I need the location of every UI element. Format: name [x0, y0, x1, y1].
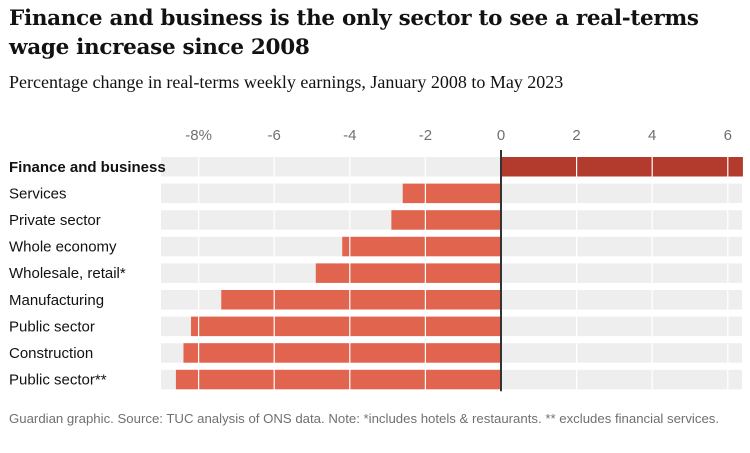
bar [315, 263, 501, 283]
bar [221, 290, 501, 310]
category-label: Services [9, 185, 67, 202]
tick-label: 0 [497, 127, 505, 144]
bar [175, 369, 502, 390]
category-label: Private sector [9, 212, 101, 229]
tick-label: -4 [343, 127, 356, 144]
chart-subtitle: Percentage change in real-terms weekly e… [9, 72, 564, 92]
bar-chart: -8% -6 -4 -2 0 2 4 6 Finance and business Service… [9, 127, 743, 392]
chart-title: Finance and business is the only sector … [9, 6, 699, 60]
tick-label: 6 [724, 127, 732, 144]
category-label: Whole economy [9, 239, 117, 256]
bar [191, 316, 502, 337]
tick-label: 4 [648, 127, 656, 144]
category-label: Public sector** [9, 372, 107, 389]
category-label: Wholesale, retail* [9, 265, 126, 282]
bar [183, 343, 502, 363]
tick-label: 2 [572, 127, 580, 144]
bar [402, 183, 501, 204]
bar [391, 210, 501, 230]
tick-label: -2 [419, 127, 432, 144]
tick-label: -8% [185, 127, 212, 144]
category-label: Finance and business [9, 159, 166, 176]
bar [342, 236, 501, 257]
source-note: Guardian graphic. Source: TUC analysis o… [9, 411, 720, 426]
category-label: Construction [9, 345, 93, 362]
tick-label: -6 [268, 127, 281, 144]
category-label: Manufacturing [9, 292, 104, 309]
bar [501, 157, 743, 177]
category-label: Public sector [9, 318, 95, 335]
